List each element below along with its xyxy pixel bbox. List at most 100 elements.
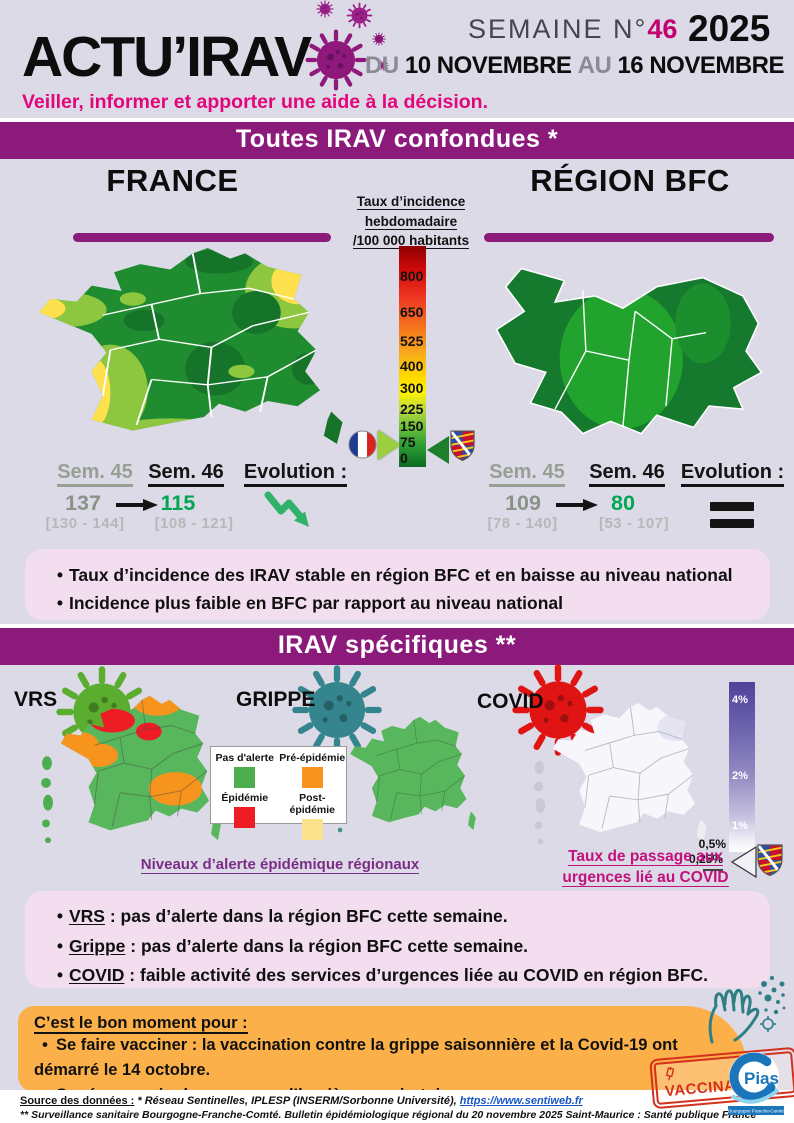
syringe-icon — [666, 1066, 675, 1081]
banner-irav-specifiques: IRAV spécifiques ** — [0, 624, 794, 665]
vrs-alert-map — [41, 695, 221, 844]
footer-note-line: ** Surveillance sanitaire Bourgogne-Fran… — [20, 1109, 757, 1121]
legend-swatch-orange — [301, 767, 323, 788]
week-header: SEMAINE N°46 — [468, 14, 677, 45]
summary-note: • Incidence plus faible en BFC par rappor… — [56, 593, 563, 613]
bfc-curr-value: 80 — [611, 491, 635, 515]
scale-title-line2: hebdomadaire — [364, 213, 458, 230]
incidence-scale-title: Taux d’incidence hebdomadaire /100 000 h… — [350, 192, 472, 251]
france-title: FRANCE — [106, 163, 239, 198]
logo-wordmark: Pias — [744, 1069, 779, 1088]
france-prev-ci: [130 - 144] — [45, 515, 125, 532]
france-evolution-label: Evolution : — [243, 461, 348, 487]
scale-title-line3: /100 000 habitants — [352, 233, 470, 250]
date-end: 16 NOVEMBRE — [617, 52, 784, 79]
arrow-right-icon — [556, 499, 598, 511]
incidence-color-scale: 800 650 525 400 300 225 150 75 0 — [399, 246, 426, 467]
france-incidence-map — [39, 248, 343, 444]
france-curr-ci: [108 - 121] — [154, 515, 234, 532]
bfc-sem-prev-label: Sem. 45 — [482, 461, 572, 487]
callout-item: • Se faire vacciner : la vaccination cont… — [34, 1036, 678, 1079]
france-sem-curr-label: Sem. 46 — [141, 461, 231, 487]
legend-item: Post-épidémie — [279, 792, 347, 844]
scale-tick: 525 — [400, 333, 424, 349]
covid-rate-scale: 4% 2% 1% — [729, 682, 755, 852]
bfc-incidence-map — [495, 267, 763, 435]
covid-scale-tick: 0,5% — [698, 837, 726, 851]
summary-box-specifiques: • VRS : pas d’alerte dans la région BFC c… — [25, 891, 770, 988]
footer-band — [0, 1090, 794, 1123]
hand-hygiene-icon — [708, 976, 786, 1044]
scale-tick: 400 — [400, 358, 424, 374]
grippe-label: GRIPPE — [236, 688, 316, 711]
scale-title-line1: Taux d’incidence — [356, 194, 466, 210]
source-label: Source des données : — [20, 1095, 135, 1107]
scale-tick: 300 — [400, 380, 424, 396]
arrow-right-icon — [116, 499, 158, 511]
covid-tick-underline — [703, 869, 723, 871]
summary-note: • Grippe : pas d’alerte dans la région BF… — [56, 935, 529, 956]
bfc-prev-ci: [78 - 140] — [487, 515, 558, 532]
scale-tick: 0 — [400, 450, 408, 466]
france-prev-value: 137 — [65, 491, 101, 515]
footer-source-line: Source des données : * Réseau Sentinelle… — [20, 1095, 583, 1107]
vaccination-stamp: VACCINATION — [649, 1045, 794, 1111]
date-start: 10 NOVEMBRE — [404, 52, 572, 79]
scale-tick: 75 — [400, 434, 416, 450]
banner-toutes-irav: Toutes IRAV confondues * — [0, 118, 794, 159]
legend-item: Pré-épidémie — [279, 752, 347, 792]
tagline: Veiller, informer et apporter une aide à… — [22, 91, 488, 113]
alert-legend: Pas d'alerte Pré-épidémie Épidémie Post-… — [210, 746, 347, 840]
legend-swatch-green — [234, 767, 256, 788]
source-link[interactable]: https://www.sentiweb.fr — [459, 1095, 583, 1107]
legend-swatch-yellow — [301, 819, 323, 840]
bfc-sem-curr-label: Sem. 46 — [582, 461, 672, 487]
vrs-label: VRS — [14, 688, 58, 711]
covid-scale-tick: 4% — [732, 694, 748, 706]
covid-scale-tick: 2% — [732, 770, 748, 782]
bfc-curr-ci: [53 - 107] — [598, 515, 670, 532]
logo-subtitle: Bourgogne Franche-Comté — [728, 1109, 784, 1114]
callout-box: C’est le bon moment pour : • Se faire vac… — [18, 1006, 747, 1104]
summary-note: • Taux d’incidence des IRAV stable en rég… — [56, 565, 733, 585]
legend-item: Épidémie — [211, 792, 279, 844]
scale-tick: 150 — [400, 418, 424, 434]
summary-note: • COVID : faible activité des services d’… — [56, 965, 708, 985]
covid-map-caption: Taux de passage aux urgences lié au COVI… — [562, 848, 729, 887]
trend-stable-icon — [710, 502, 754, 528]
alert-map-caption: Niveaux d’alerte épidémique régionaux — [140, 856, 420, 874]
france-sem-prev-label: Sem. 45 — [50, 461, 140, 487]
bfc-title: RÉGION BFC — [530, 163, 730, 198]
grippe-alert-map — [334, 716, 476, 833]
covid-urgences-map — [533, 703, 707, 845]
france-title-underline — [73, 233, 331, 242]
source-text: * Réseau Sentinelles, IPLESP (INSERM/Sor… — [137, 1095, 457, 1107]
bfc-title-underline — [484, 233, 774, 242]
week-label: SEMAINE N° — [468, 14, 648, 44]
covid-level-pointer-icon — [731, 846, 757, 878]
trend-down-icon — [264, 491, 309, 527]
date-range: DU 10 NOVEMBRE AU 16 NOVEMBRE — [352, 52, 784, 80]
date-au: AU — [577, 52, 612, 79]
page-title: ACTU’IRAV — [22, 25, 312, 89]
scale-tick: 650 — [400, 304, 424, 320]
bfc-crest-icon — [757, 844, 783, 877]
bfc-level-pointer-icon — [427, 436, 449, 464]
cpias-logo: Pias Bourgogne Franche-Comté — [728, 1052, 784, 1115]
callout-title: C’est le bon moment pour : — [34, 1014, 248, 1034]
summary-box-confondues: • Taux d’incidence des IRAV stable en rég… — [25, 549, 770, 620]
covid-scale-tick: 1% — [732, 820, 748, 832]
legend-swatch-red — [234, 807, 256, 828]
bfc-crest-icon — [450, 430, 475, 462]
covid-label: COVID — [477, 690, 544, 713]
date-du: DU — [365, 52, 399, 79]
france-flag-icon — [348, 430, 377, 459]
week-number: 46 — [647, 14, 678, 44]
summary-note: • VRS : pas d’alerte dans la région BFC c… — [56, 906, 508, 926]
year-label: 2025 — [688, 8, 771, 49]
france-level-pointer-icon — [378, 430, 400, 460]
scale-tick: 225 — [400, 401, 424, 417]
france-curr-value: 115 — [160, 491, 196, 515]
legend-item: Pas d'alerte — [211, 752, 279, 792]
